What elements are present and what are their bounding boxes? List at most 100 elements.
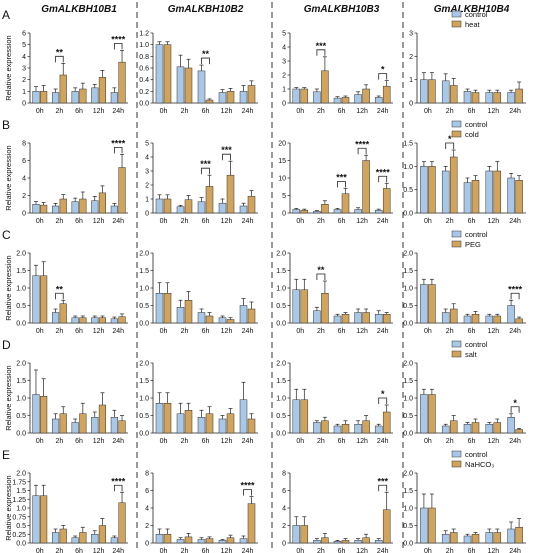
bar-treatment bbox=[205, 186, 214, 214]
x-tick-label: 12h bbox=[93, 218, 105, 225]
bar-control bbox=[32, 394, 40, 434]
bar-treatment bbox=[226, 91, 235, 104]
x-tick-label: 2h bbox=[446, 548, 454, 553]
x-tick-label: 12h bbox=[356, 108, 368, 115]
y-tick-label: 1.5 bbox=[16, 268, 26, 275]
x-tick-label: 6h bbox=[338, 108, 346, 115]
y-tick-label: 0.5 bbox=[16, 303, 26, 310]
x-tick-label: 24h bbox=[112, 108, 124, 115]
bar-treatment bbox=[341, 97, 350, 104]
bar-treatment bbox=[321, 204, 329, 214]
y-tick-label: 1.75 bbox=[12, 479, 26, 486]
bar-treatment bbox=[449, 156, 458, 214]
y-tick-label: 1.5 bbox=[139, 378, 149, 385]
y-tick-label: 0.0 bbox=[16, 321, 26, 328]
x-tick-label: 2h bbox=[181, 218, 189, 225]
bar-control bbox=[354, 209, 362, 214]
bar-control bbox=[463, 315, 472, 324]
bar-control bbox=[91, 534, 99, 544]
legend-label-control: control bbox=[465, 120, 488, 129]
bar-control bbox=[463, 91, 472, 104]
x-tick-label: 0h bbox=[424, 548, 432, 553]
x-tick-label: 2h bbox=[181, 108, 189, 115]
bar-control bbox=[313, 211, 321, 214]
bar-treatment bbox=[341, 540, 350, 544]
significance-label: **** bbox=[355, 139, 370, 149]
y-tick-label: 0.5 bbox=[16, 523, 26, 530]
bar-treatment bbox=[471, 92, 480, 104]
bar-treatment bbox=[98, 77, 107, 104]
bar-treatment bbox=[341, 424, 350, 434]
x-tick-label: 6h bbox=[202, 548, 210, 553]
y-tick-label: 5 bbox=[282, 193, 286, 200]
y-tick-label: 0.5 bbox=[403, 523, 413, 530]
x-tick-label: 12h bbox=[487, 218, 499, 225]
x-tick-label: 6h bbox=[202, 328, 210, 335]
x-tick-label: 2h bbox=[56, 108, 64, 115]
y-tick-label: 1.0 bbox=[139, 286, 149, 293]
legend-swatch-treatment bbox=[451, 240, 462, 248]
bar-control bbox=[507, 528, 515, 544]
y-tick-label: 0.0 bbox=[403, 211, 413, 218]
bar-treatment bbox=[471, 180, 480, 214]
x-tick-label: 24h bbox=[242, 328, 254, 335]
x-tick-label: 6h bbox=[202, 438, 210, 445]
y-tick-label: 5 bbox=[282, 31, 286, 38]
bar-control bbox=[239, 305, 248, 324]
x-tick-label: 6h bbox=[202, 218, 210, 225]
x-tick-label: 12h bbox=[356, 438, 368, 445]
bar-control bbox=[91, 317, 99, 324]
y-axis-label: Relative expression bbox=[4, 255, 13, 320]
bar-treatment bbox=[79, 317, 87, 324]
bar-control bbox=[292, 399, 301, 434]
bar-treatment bbox=[184, 67, 193, 104]
x-tick-label: 2h bbox=[446, 108, 454, 115]
bar-treatment bbox=[118, 167, 126, 214]
significance-bracket bbox=[113, 43, 123, 50]
legend-label-control: control bbox=[465, 10, 488, 19]
bar-control bbox=[333, 425, 342, 434]
bar-treatment bbox=[362, 537, 370, 544]
gene-title: GmALKBH10B2 bbox=[168, 4, 244, 15]
bar-control bbox=[485, 532, 494, 544]
bar-treatment bbox=[247, 418, 256, 434]
x-tick-label: 24h bbox=[377, 438, 389, 445]
bar-control bbox=[354, 424, 362, 434]
y-tick-label: 1.5 bbox=[16, 488, 26, 495]
y-tick-label: 2 bbox=[145, 183, 149, 190]
bar-control bbox=[374, 209, 383, 214]
bar-control bbox=[333, 209, 342, 214]
y-tick-label: 0.0 bbox=[276, 431, 286, 438]
x-tick-label: 6h bbox=[75, 438, 83, 445]
significance-label: **** bbox=[508, 284, 523, 294]
x-tick-label: 6h bbox=[75, 108, 83, 115]
y-tick-label: 1.0 bbox=[403, 164, 413, 171]
y-tick-label: 0.25 bbox=[12, 532, 26, 539]
x-tick-label: 12h bbox=[93, 328, 105, 335]
bar-treatment bbox=[382, 411, 391, 434]
bar-control bbox=[218, 202, 227, 214]
bar-control bbox=[176, 206, 185, 214]
bar-control bbox=[71, 422, 79, 434]
y-tick-label: 0 bbox=[145, 211, 149, 218]
y-tick-label: 5 bbox=[22, 42, 26, 49]
bar-control bbox=[313, 540, 321, 544]
x-tick-label: 12h bbox=[221, 548, 233, 553]
gene-title: GmALKBH10B1 bbox=[41, 4, 117, 15]
significance-label: ** bbox=[202, 49, 210, 59]
y-tick-label: 1.0 bbox=[16, 396, 26, 403]
x-tick-label: 0h bbox=[296, 438, 304, 445]
x-tick-label: 2h bbox=[317, 328, 325, 335]
bar-control bbox=[197, 417, 206, 434]
bar-control bbox=[354, 94, 362, 104]
y-tick-label: 2.0 bbox=[16, 471, 26, 478]
legend-label-control: control bbox=[465, 340, 488, 349]
bar-treatment bbox=[321, 293, 329, 324]
y-tick-label: 2.0 bbox=[276, 361, 286, 368]
x-tick-label: 6h bbox=[338, 548, 346, 553]
y-tick-label: 6 bbox=[22, 31, 26, 38]
bar-control bbox=[51, 418, 60, 434]
bar-treatment bbox=[515, 429, 523, 434]
bar-control bbox=[485, 424, 494, 434]
